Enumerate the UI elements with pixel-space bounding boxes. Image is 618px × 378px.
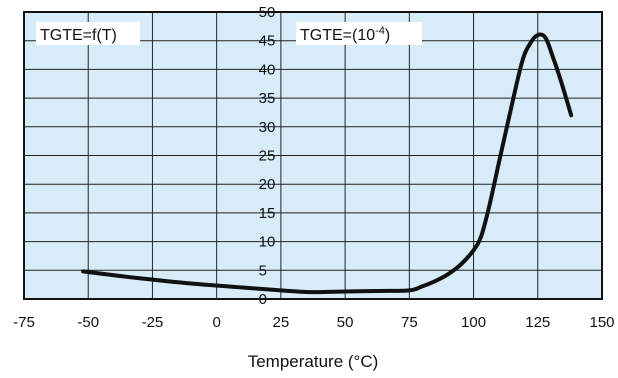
- y-tick-label: 40: [259, 61, 276, 78]
- x-tick-label: 100: [461, 314, 486, 331]
- y-tick-label: 50: [259, 4, 276, 21]
- y-tick-label: 30: [259, 119, 276, 136]
- grid: [24, 12, 602, 299]
- x-tick-label: -50: [77, 314, 99, 331]
- annotation-right-text: TGTE=(10-4): [300, 25, 390, 44]
- annotation-left-box: [36, 22, 140, 45]
- x-tick-label: 50: [337, 314, 354, 331]
- y-tick-label: 5: [259, 262, 267, 279]
- y-tick-label: 10: [259, 234, 276, 251]
- annotation-right-box: [296, 22, 422, 45]
- series-layer: [81, 32, 574, 295]
- series-line: [81, 32, 574, 295]
- x-tick-label: 125: [525, 314, 550, 331]
- plot-frame: [23, 11, 603, 300]
- annotation-right: TGTE=(10-4): [296, 22, 422, 45]
- x-tick-labels: -75 -50 -25 0 25 50 75 100 125 150: [13, 314, 614, 331]
- y-tick-label: 35: [259, 90, 276, 107]
- annotation-left: TGTE=f(T): [36, 22, 140, 45]
- y-tick-label: 15: [259, 205, 276, 222]
- x-tick-label: -25: [142, 314, 164, 331]
- annotation-right-base: TGTE=(10: [300, 27, 375, 44]
- annotation-right-tail: ): [385, 27, 390, 44]
- y-tick-label: 0: [259, 291, 267, 308]
- y-tick-label: 25: [259, 148, 276, 165]
- annotation-left-text: TGTE=f(T): [40, 27, 117, 44]
- y-tick-label: 20: [259, 176, 276, 193]
- x-tick-label: 25: [273, 314, 290, 331]
- x-tick-label: 150: [589, 314, 614, 331]
- x-tick-label: -75: [13, 314, 35, 331]
- x-axis-label: Temperature (°C): [248, 352, 379, 371]
- annotation-right-exponent: -4: [375, 25, 385, 37]
- y-tick-labels: 0 5 10 15 20 25 30 35 40 45 50: [259, 4, 276, 308]
- y-tick-label: 45: [259, 33, 276, 50]
- x-tick-label: 0: [212, 314, 220, 331]
- x-tick-label: 75: [401, 314, 418, 331]
